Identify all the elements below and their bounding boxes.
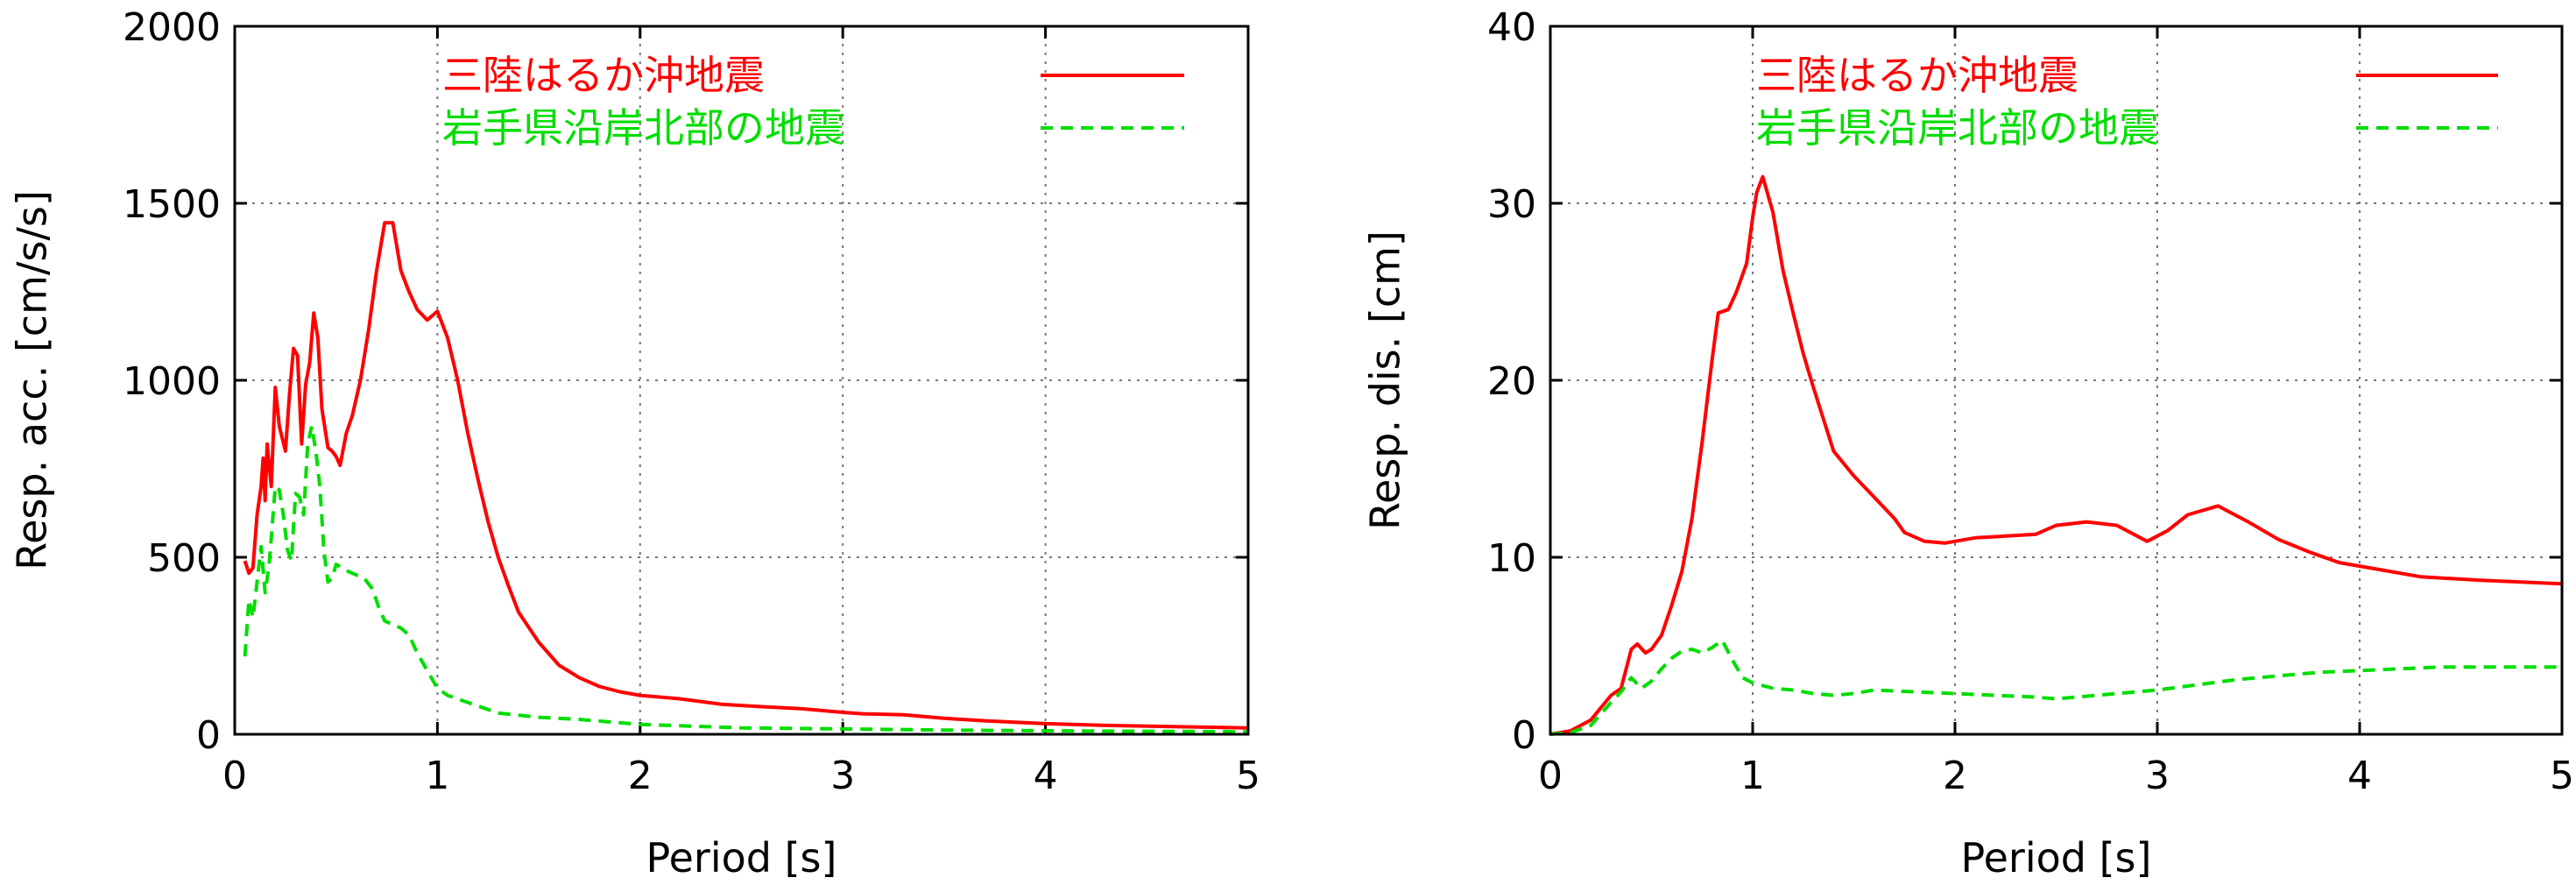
y-tick-label: 2000 [123,5,221,50]
y-tick-label: 40 [1487,5,1536,50]
y-tick-label: 0 [196,713,221,758]
y-tick-label: 10 [1487,536,1536,581]
x-tick-label: 4 [2347,754,2372,798]
y-axis-label: Resp. acc. [cm/s/s] [9,190,56,570]
x-tick-label: 0 [222,754,247,798]
y-axis-label: Resp. dis. [cm] [1362,230,1409,530]
x-tick-label: 3 [2145,754,2170,798]
legend-label-0: 三陸はるか沖地震 [442,52,765,99]
y-tick-label: 500 [147,536,221,581]
x-tick-label: 4 [1034,754,1058,798]
x-tick-label: 5 [1236,754,1260,798]
legend-label-0: 三陸はるか沖地震 [1756,52,2078,99]
x-tick-label: 1 [1740,754,1765,798]
x-axis-label: Period [s] [1961,834,2152,881]
x-tick-label: 3 [830,754,855,798]
x-tick-label: 5 [2550,754,2574,798]
y-tick-label: 1000 [123,359,221,404]
legend-label-1: 岩手県沿岸北部の地震 [442,104,845,152]
x-tick-label: 2 [628,754,653,798]
y-tick-label: 20 [1487,359,1536,404]
series-line-1 [1549,638,2562,736]
legend-label-1: 岩手県沿岸北部の地震 [1756,104,2159,152]
plot-frame [233,25,1250,736]
x-tick-label: 2 [1943,754,1967,798]
plot-frame [1549,25,2564,736]
series-line-0 [243,221,1249,730]
x-axis-label: Period [s] [646,834,837,881]
y-tick-label: 0 [1512,713,1536,758]
x-tick-label: 1 [425,754,449,798]
y-tick-label: 1500 [123,182,221,227]
y-tick-label: 30 [1487,182,1536,227]
x-tick-label: 0 [1538,754,1563,798]
acceleration-chart: 0 1 2 3 4 5 0 500 1000 1500 2000 三陸はるか沖地震岩手県沿岸北部の地震… [9,5,1261,881]
series-line-0 [1549,174,2563,736]
series-line-1 [243,424,1249,734]
